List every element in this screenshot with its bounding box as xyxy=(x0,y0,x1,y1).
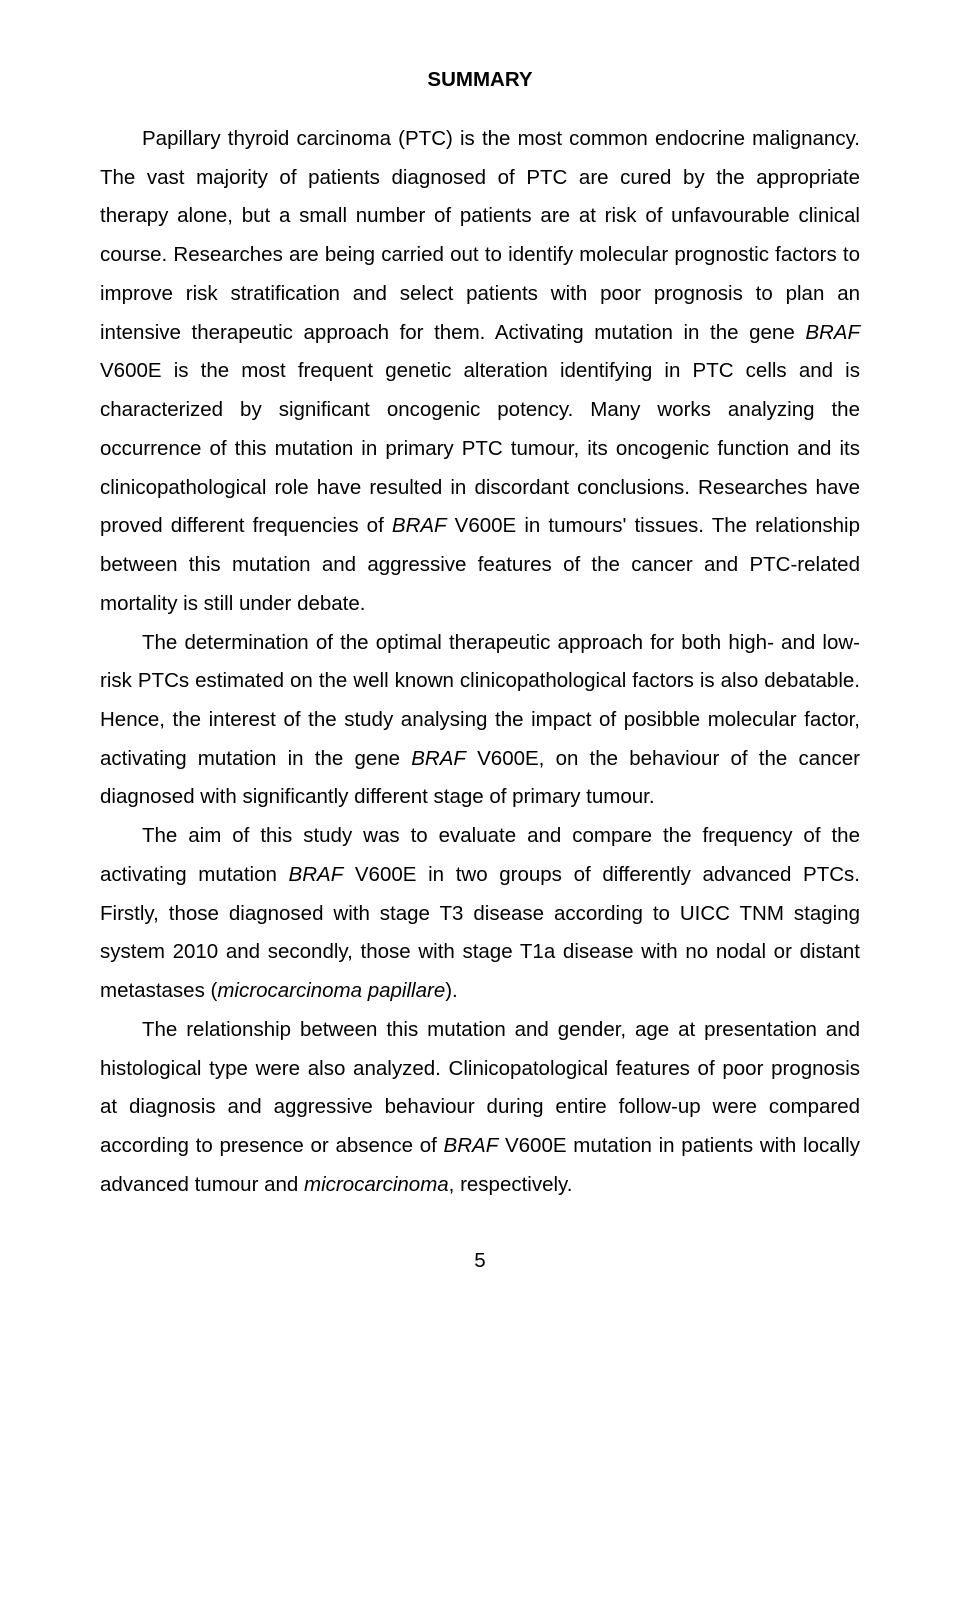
p2-italic-braf: BRAF xyxy=(411,747,466,770)
p1-italic-braf-2: BRAF xyxy=(392,514,447,537)
p1-italic-braf-1: BRAF xyxy=(805,321,860,344)
page-number: 5 xyxy=(100,1249,860,1273)
paragraph-1: Papillary thyroid carcinoma (PTC) is the… xyxy=(100,120,860,624)
paragraph-3: The aim of this study was to evaluate an… xyxy=(100,817,860,1011)
p3-italic-microcarcinoma: microcarcinoma papillare xyxy=(217,979,445,1002)
p4-italic-microcarcinoma: microcarcinoma xyxy=(304,1173,449,1196)
p4-italic-braf: BRAF xyxy=(444,1134,499,1157)
summary-title: SUMMARY xyxy=(100,68,860,92)
p1-text-2: V600E is the most frequent genetic alter… xyxy=(100,359,860,537)
p1-text-1: Papillary thyroid carcinoma (PTC) is the… xyxy=(100,127,860,344)
p3-italic-braf: BRAF xyxy=(289,863,344,886)
paragraph-4: The relationship between this mutation a… xyxy=(100,1011,860,1205)
p3-text-3: ). xyxy=(445,979,458,1002)
p4-text-3: , respectively. xyxy=(449,1173,573,1196)
paragraph-2: The determination of the optimal therape… xyxy=(100,624,860,818)
